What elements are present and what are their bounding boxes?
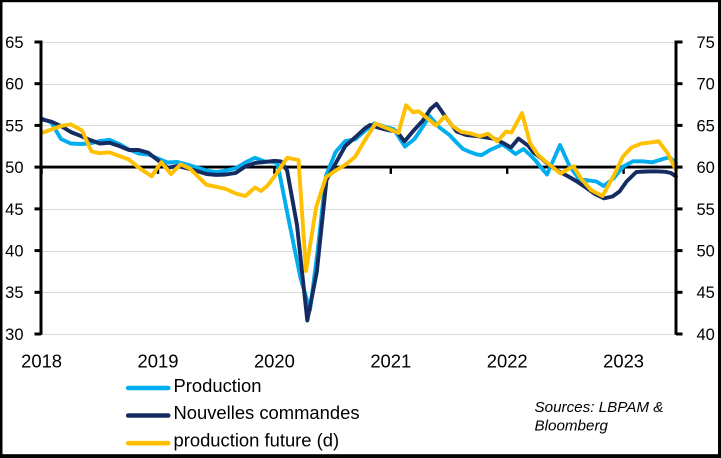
svg-text:55: 55 xyxy=(5,117,23,135)
svg-text:2018: 2018 xyxy=(21,350,62,371)
svg-text:45: 45 xyxy=(697,284,715,302)
svg-text:50: 50 xyxy=(5,159,23,177)
svg-text:30: 30 xyxy=(5,326,23,344)
svg-text:2022: 2022 xyxy=(487,350,528,371)
svg-text:60: 60 xyxy=(5,76,23,94)
svg-text:35: 35 xyxy=(5,284,23,302)
svg-text:2020: 2020 xyxy=(254,350,295,371)
svg-text:55: 55 xyxy=(697,201,715,219)
svg-text:70: 70 xyxy=(697,76,715,94)
svg-text:45: 45 xyxy=(5,201,23,219)
svg-text:60: 60 xyxy=(697,159,715,177)
svg-text:50: 50 xyxy=(697,243,715,261)
svg-text:2019: 2019 xyxy=(138,350,179,371)
svg-text:Nouvelles commandes: Nouvelles commandes xyxy=(174,402,360,423)
svg-text:40: 40 xyxy=(697,326,715,344)
svg-text:75: 75 xyxy=(697,34,715,52)
svg-text:65: 65 xyxy=(697,117,715,135)
svg-text:Bloomberg: Bloomberg xyxy=(535,418,609,435)
svg-text:production future (d): production future (d) xyxy=(174,430,340,451)
svg-text:2021: 2021 xyxy=(370,350,411,371)
svg-text:Sources: LBPAM &: Sources: LBPAM & xyxy=(535,399,664,416)
svg-text:65: 65 xyxy=(5,34,23,52)
svg-text:40: 40 xyxy=(5,243,23,261)
svg-text:2023: 2023 xyxy=(603,350,644,371)
svg-text:Production: Production xyxy=(174,375,262,396)
